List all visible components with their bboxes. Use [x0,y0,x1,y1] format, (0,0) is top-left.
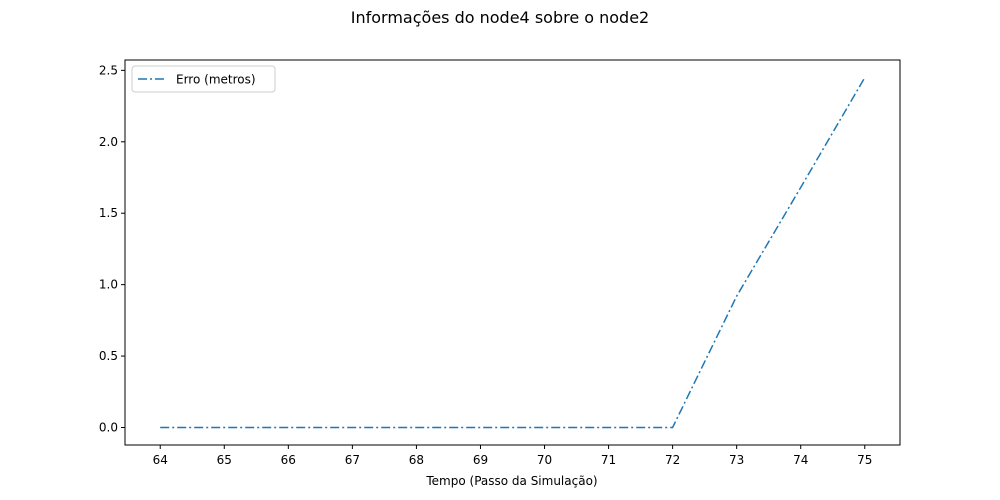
y-tick-label: 0.5 [99,349,118,363]
x-tick-label: 71 [601,453,616,467]
y-tick-label: 0.0 [99,421,118,435]
y-tick-label: 2.0 [99,135,118,149]
series-line-0 [160,77,866,429]
x-tick-label: 70 [537,453,552,467]
x-tick-label: 75 [857,453,872,467]
x-tick-label: 68 [409,453,424,467]
legend: Erro (metros) [131,65,276,93]
legend-box [131,65,276,93]
chart-title: Informações do node4 sobre o node2 [351,8,649,27]
legend-label: Erro (metros) [176,73,256,87]
y-tick-label: 2.5 [99,63,118,77]
x-tick-label: 72 [665,453,680,467]
x-tick-label: 66 [281,453,296,467]
x-tick-label: 64 [153,453,168,467]
plot-area [124,59,901,446]
y-axis: 0.0 0.5 1.0 1.5 2.0 2.5 [99,63,125,435]
x-tick-label: 69 [473,453,488,467]
x-tick-label: 74 [793,453,808,467]
y-tick-label: 1.5 [99,206,118,220]
x-tick-label: 67 [345,453,360,467]
series-layer [160,77,866,429]
x-axis: 64 65 66 67 68 69 70 71 72 73 74 75 [153,445,872,467]
x-tick-label: 65 [217,453,232,467]
x-tick-label: 73 [729,453,744,467]
x-axis-label: Tempo (Passo da Simulação) [425,474,597,488]
y-tick-label: 1.0 [99,278,118,292]
